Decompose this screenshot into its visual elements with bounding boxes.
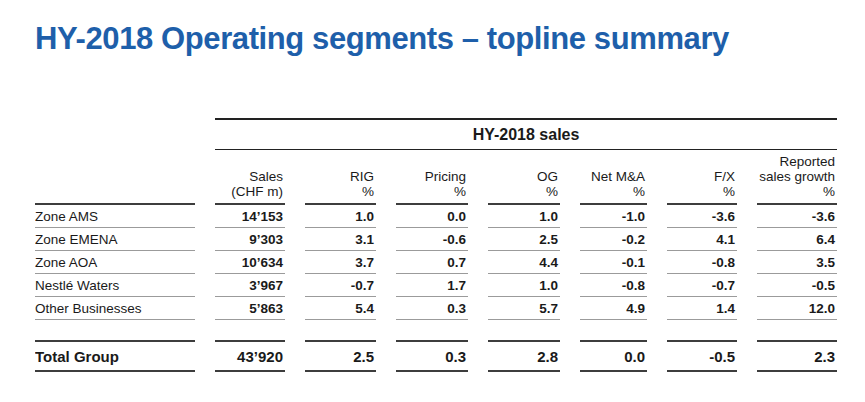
cell-value: 6.4 <box>757 228 837 251</box>
cell-value: 1.0 <box>488 274 560 297</box>
spacer-cell <box>35 320 837 340</box>
band-header-spacer <box>35 118 195 150</box>
cell-value: 5’863 <box>215 297 285 320</box>
table-row: Other Businesses 5’863 5.4 0.3 5.7 4.9 1… <box>35 297 837 320</box>
column-header-row: Sales (CHF m) RIG % Pricing % OG % <box>35 150 837 205</box>
col-header-net-ma: Net M&A % <box>580 150 647 205</box>
cell-value: 0.3 <box>396 297 468 320</box>
col-header-segment <box>35 150 195 205</box>
cell-value: -0.8 <box>580 274 647 297</box>
cell-value: 14’153 <box>215 205 285 228</box>
cell-value: 0.0 <box>396 205 468 228</box>
table-row: Zone AMS 14’153 1.0 0.0 1.0 -1.0 -3.6 -3… <box>35 205 837 228</box>
band-header-row: HY-2018 sales <box>35 118 837 150</box>
col-header-unit: % <box>488 184 558 199</box>
cell-value: 3’967 <box>215 274 285 297</box>
cell-value: 0.7 <box>396 251 468 274</box>
col-header-label: F/X <box>667 169 735 184</box>
page-title: HY-2018 Operating segments – topline sum… <box>35 20 865 58</box>
cell-value: -0.5 <box>757 274 837 297</box>
cell-value: -0.1 <box>580 251 647 274</box>
row-label: Other Businesses <box>35 297 195 320</box>
col-header-rig: RIG % <box>305 150 376 205</box>
col-header-label: OG <box>488 169 558 184</box>
segments-table: HY-2018 sales Sales (CHF m) RIG % Pricin… <box>15 118 857 372</box>
total-cell-value: 2.5 <box>305 340 376 372</box>
total-cell-value: 2.3 <box>757 340 837 372</box>
cell-value: 5.7 <box>488 297 560 320</box>
cell-value: 1.0 <box>488 205 560 228</box>
total-cell-value: 43’920 <box>215 340 285 372</box>
cell-value: -3.6 <box>667 205 737 228</box>
total-row-label: Total Group <box>35 340 195 372</box>
col-header-sales: Sales (CHF m) <box>215 150 285 205</box>
cell-value: -3.6 <box>757 205 837 228</box>
cell-value: 9’303 <box>215 228 285 251</box>
cell-value: 12.0 <box>757 297 837 320</box>
total-cell-value: 0.0 <box>580 340 647 372</box>
cell-value: -0.2 <box>580 228 647 251</box>
spacer-row <box>35 320 837 340</box>
col-header-unit: % <box>580 184 645 199</box>
col-header-unit: % <box>757 184 835 199</box>
cell-value: 5.4 <box>305 297 376 320</box>
table-row: Nestlé Waters 3’967 -0.7 1.7 1.0 -0.8 -0… <box>35 274 837 297</box>
col-header-unit: % <box>396 184 466 199</box>
cell-value: 3.7 <box>305 251 376 274</box>
cell-value: -0.6 <box>396 228 468 251</box>
cell-value: 1.7 <box>396 274 468 297</box>
cell-value: 4.1 <box>667 228 737 251</box>
col-header-label: RIG <box>305 169 374 184</box>
row-label: Zone AOA <box>35 251 195 274</box>
col-header-pricing: Pricing % <box>396 150 468 205</box>
col-header-label: Pricing <box>396 169 466 184</box>
total-cell-value: 0.3 <box>396 340 468 372</box>
total-row: Total Group 43’920 2.5 0.3 2.8 0.0 -0.5 … <box>35 340 837 372</box>
col-header-reported-sales-growth: Reported sales growth % <box>757 150 837 205</box>
col-header-label: Net M&A <box>580 169 645 184</box>
col-header-unit: % <box>667 184 735 199</box>
cell-value: 3.1 <box>305 228 376 251</box>
cell-value: 2.5 <box>488 228 560 251</box>
cell-value: -0.7 <box>667 274 737 297</box>
band-header-title: HY-2018 sales <box>215 118 837 150</box>
col-header-fx: F/X % <box>667 150 737 205</box>
col-header-line1: Reported <box>757 154 835 169</box>
col-header-label: sales growth <box>757 169 835 184</box>
cell-value: 1.4 <box>667 297 737 320</box>
cell-value: 1.0 <box>305 205 376 228</box>
presentation-slide: HY-2018 Operating segments – topline sum… <box>0 20 865 402</box>
col-header-unit: % <box>305 184 374 199</box>
cell-value: 3.5 <box>757 251 837 274</box>
cell-value: -1.0 <box>580 205 647 228</box>
total-cell-value: 2.8 <box>488 340 560 372</box>
table-row: Zone EMENA 9’303 3.1 -0.6 2.5 -0.2 4.1 6… <box>35 228 837 251</box>
total-cell-value: -0.5 <box>667 340 737 372</box>
cell-value: 4.4 <box>488 251 560 274</box>
col-header-unit: (CHF m) <box>215 184 283 199</box>
row-label: Zone AMS <box>35 205 195 228</box>
col-header-label: Sales <box>215 169 283 184</box>
table-row: Zone AOA 10’634 3.7 0.7 4.4 -0.1 -0.8 3.… <box>35 251 837 274</box>
cell-value: -0.8 <box>667 251 737 274</box>
cell-value: 10’634 <box>215 251 285 274</box>
row-label: Nestlé Waters <box>35 274 195 297</box>
row-label: Zone EMENA <box>35 228 195 251</box>
cell-value: -0.7 <box>305 274 376 297</box>
col-header-og: OG % <box>488 150 560 205</box>
cell-value: 4.9 <box>580 297 647 320</box>
